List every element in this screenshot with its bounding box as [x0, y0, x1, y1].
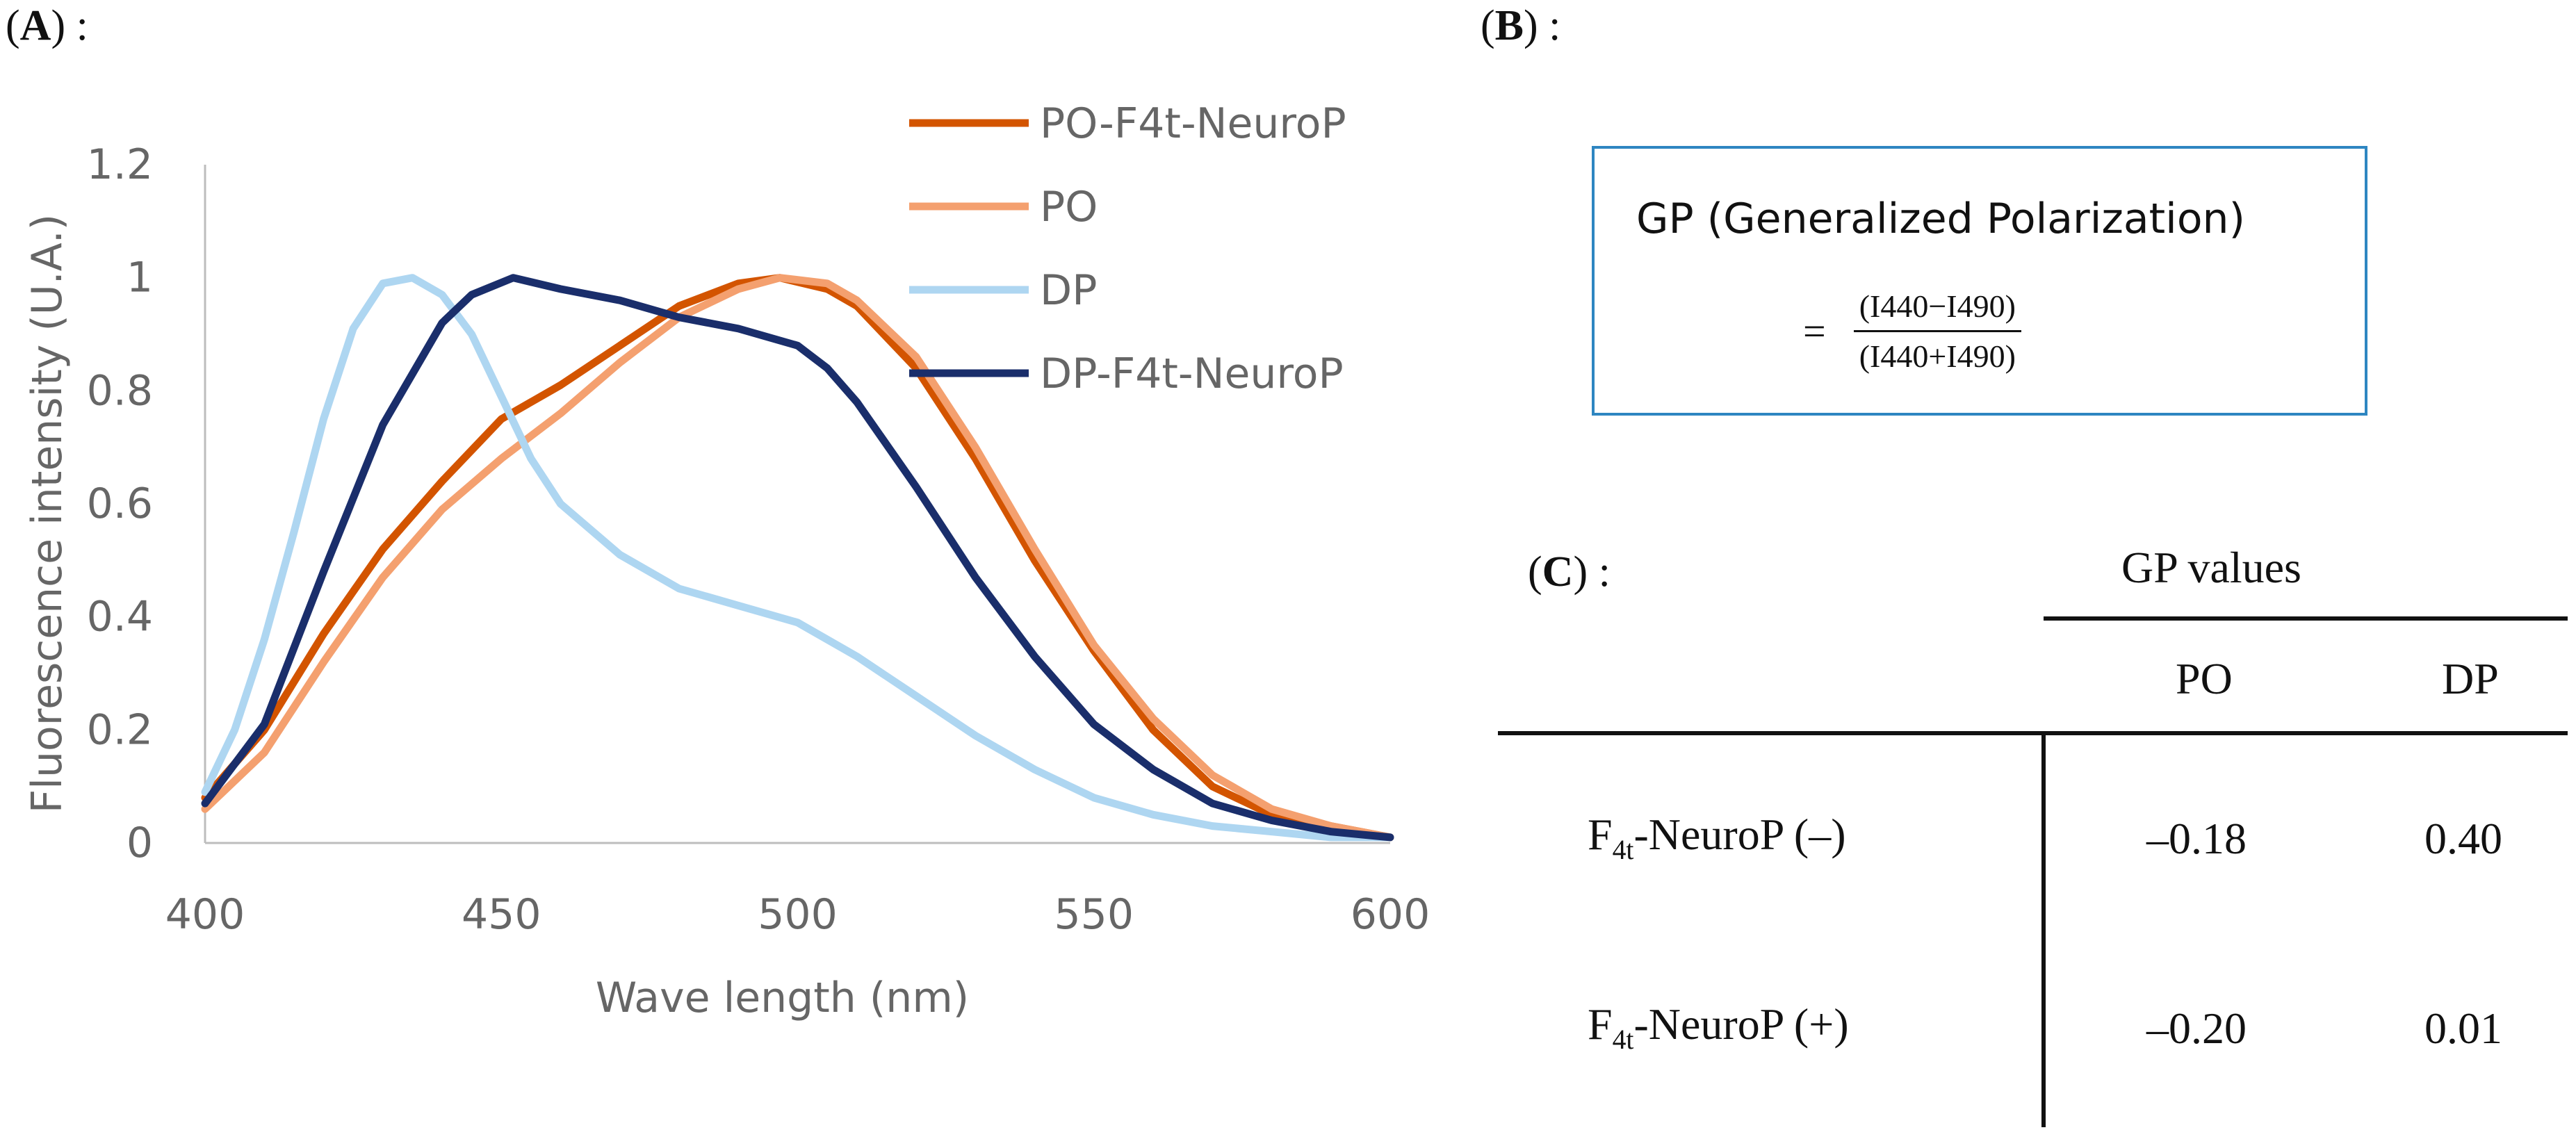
gp-denominator: (I440+I490): [1859, 338, 2016, 374]
x-tick-label: 400: [165, 890, 245, 939]
panel-b-open: (: [1481, 2, 1495, 49]
series-line-1: [201, 274, 1394, 842]
chart-svg: 0 0.2 0.4 0.6 0.8 1 1.2 400 450 500 550 600 Wave len…: [23, 99, 1430, 1022]
fluorescence-chart: 0 0.2 0.4 0.6 0.8 1 1.2 400 450 500 550 600 Wave len…: [23, 99, 1430, 1022]
gp-equals-sign: =: [1803, 309, 1826, 354]
row-2-label-sub: 4t: [1612, 1024, 1634, 1055]
y-axis-title: Fluorescence intensity (U.A.): [23, 214, 72, 813]
table-row-1-po: –0.18: [2146, 814, 2247, 863]
panel-c-label: (C) :: [1528, 548, 1611, 597]
y-tick-label: 0.4: [87, 593, 153, 641]
table-stub-divider: [2041, 733, 2046, 1127]
table-row-1-dp: 0.40: [2424, 814, 2502, 863]
legend-layer: PO-F4t-NeuroP PO DP DP-F4t-NeuroP: [909, 99, 1346, 398]
panel-c-letter: C: [1542, 548, 1574, 596]
table-row-1-label: F4t-NeuroP (–): [1588, 809, 1846, 866]
legend-label-3: DP-F4t-NeuroP: [1040, 350, 1344, 398]
x-tick-label: 450: [462, 890, 541, 939]
y-tick-label: 0.6: [87, 480, 153, 528]
series-line-3: [201, 274, 1394, 842]
gp-fraction: (I440−I490) (I440+I490): [1853, 288, 2021, 375]
legend-label-0: PO-F4t-NeuroP: [1040, 99, 1346, 148]
table-group-rule: [2044, 616, 2568, 621]
row-1-label-rest: -NeuroP (–): [1633, 810, 1846, 859]
panel-c-open: (: [1528, 548, 1542, 596]
legend-label-1: PO: [1040, 183, 1098, 231]
x-tick-label: 600: [1351, 890, 1430, 939]
table-header-rule: [1498, 731, 2568, 735]
x-axis-title: Wave length (nm): [596, 974, 969, 1022]
x-tick-label: 550: [1054, 890, 1134, 939]
gp-numerator: (I440−I490): [1853, 288, 2021, 332]
panel-a-suffix: ) :: [51, 2, 88, 49]
y-tick-label: 1.2: [87, 140, 153, 189]
row-1-label-main: F: [1588, 810, 1613, 859]
panel-a-open: (: [6, 2, 20, 49]
y-tick-label: 0.2: [87, 705, 153, 754]
table-row-2-po: –0.20: [2146, 1004, 2247, 1053]
panel-a-letter: A: [19, 2, 51, 49]
row-2-label-rest: -NeuroP (+): [1633, 999, 1849, 1049]
gp-formula-box: GP (Generalized Polarization) = (I440−I4…: [1592, 146, 2367, 416]
gp-equation: = (I440−I490) (I440+I490): [1803, 288, 2021, 375]
x-tick-label: 500: [758, 890, 838, 939]
gp-formula-title: GP (Generalized Polarization): [1636, 195, 2245, 243]
panel-c-suffix: ) :: [1573, 548, 1611, 596]
table-row-2-dp: 0.01: [2424, 1004, 2502, 1053]
legend-label-2: DP: [1040, 266, 1097, 315]
panel-b-suffix: ) :: [1524, 2, 1561, 49]
table-row-2-label: F4t-NeuroP (+): [1588, 999, 1849, 1056]
panel-b-letter: B: [1494, 2, 1524, 49]
axes-layer: 0 0.2 0.4 0.6 0.8 1 1.2 400 450 500 550 600 Wave len…: [23, 140, 1430, 1022]
series-line-2: [201, 274, 1394, 842]
table-col-po: PO: [2176, 654, 2233, 703]
panel-b-label: (B) :: [1481, 1, 1560, 51]
series-layer: [201, 274, 1394, 842]
row-2-label-main: F: [1588, 999, 1613, 1049]
y-tick-label: 0: [127, 819, 153, 867]
panel-a-label: (A) :: [6, 1, 88, 51]
table-col-dp: DP: [2442, 654, 2499, 703]
y-tick-label: 1: [127, 254, 153, 302]
y-tick-label: 0.8: [87, 366, 153, 415]
table-group-header: GP values: [2121, 543, 2301, 592]
row-1-label-sub: 4t: [1612, 834, 1634, 865]
